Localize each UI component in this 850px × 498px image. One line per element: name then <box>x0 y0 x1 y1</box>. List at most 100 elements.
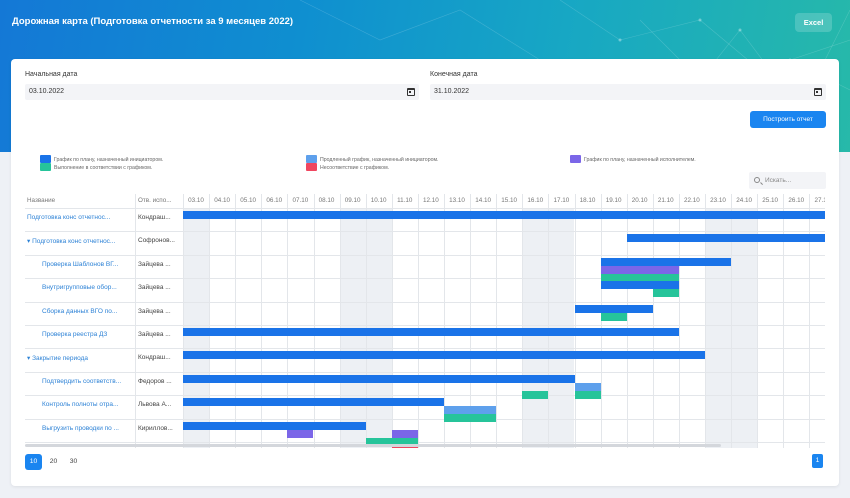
page-size-20[interactable]: 20 <box>49 458 58 465</box>
task-name[interactable]: Подтвердить соответств... <box>42 377 122 385</box>
gantt-bar[interactable] <box>626 234 825 243</box>
gantt-bar[interactable] <box>183 421 366 430</box>
gantt-bar[interactable] <box>444 414 497 423</box>
date-header: 09.10 <box>344 197 361 204</box>
date-header: 23.10 <box>710 197 726 204</box>
column-divider <box>365 194 367 448</box>
column-divider <box>600 194 602 448</box>
gantt-bar[interactable] <box>183 211 825 219</box>
date-header: 18.10 <box>579 197 596 204</box>
horizontal-scrollbar[interactable] <box>25 444 721 447</box>
legend-label: График по плану, назначенный инициатором… <box>54 157 164 163</box>
legend-label: Несоответствие с графиком. <box>320 165 390 171</box>
column-divider <box>470 194 472 448</box>
date-header: 06.10 <box>266 197 283 204</box>
page-size-30[interactable]: 30 <box>69 458 78 465</box>
task-name[interactable]: Сборка данных ВГО по... <box>42 307 118 315</box>
gantt-bar[interactable] <box>574 304 653 313</box>
column-divider <box>705 194 706 448</box>
column-divider <box>287 194 289 448</box>
task-owner: Зайцева ... <box>138 331 171 338</box>
gantt-bar[interactable] <box>600 257 732 266</box>
task-owner: Кондраш... <box>138 354 171 362</box>
gantt-bar[interactable] <box>600 273 679 282</box>
date-header: 24.10 <box>736 197 752 204</box>
column-divider <box>339 194 341 448</box>
gantt-grid: Название Отв. испо... 03.10 04.10 05.10 06.… <box>25 194 825 448</box>
task-owner: Федоров ... <box>138 377 172 385</box>
task-name[interactable]: Проверка реестра ДЗ <box>42 331 108 338</box>
gantt-bar[interactable] <box>600 265 679 274</box>
report-card: Начальная дата 03.10.2022 Конечная дата … <box>11 59 839 486</box>
gantt-bar[interactable] <box>522 390 549 399</box>
gantt-bar[interactable] <box>365 437 418 446</box>
start-date-label: Начальная дата <box>25 71 78 78</box>
legend-label: Продленный график, назначенный инициатор… <box>320 157 439 163</box>
page-title: Дорожная карта (Подготовка отчетности за… <box>12 16 294 27</box>
task-name[interactable]: Подготовка конс отчетнос... <box>27 214 111 221</box>
task-owner: Кириллов... <box>138 424 173 432</box>
task-name[interactable]: ▾ Закрытие периода <box>27 355 89 363</box>
task-name[interactable]: Выгрузить проводки по ... <box>42 424 119 432</box>
calendar-icon[interactable] <box>407 88 415 96</box>
column-header-owner[interactable]: Отв. испо... <box>138 197 172 204</box>
row-divider <box>25 278 825 280</box>
legend-label: Выполнение в соответствии с графиком. <box>54 165 153 171</box>
excel-export-button[interactable]: Excel <box>795 13 832 32</box>
task-name[interactable]: Проверка Шаблонов ВГ... <box>42 260 119 268</box>
column-divider <box>757 194 759 448</box>
gantt-bar[interactable] <box>183 351 705 360</box>
column-divider <box>496 194 498 448</box>
gantt-bar[interactable] <box>652 289 679 298</box>
date-header: 17.10 <box>553 197 570 204</box>
date-header: 16.10 <box>527 197 544 204</box>
gantt-bar[interactable] <box>600 312 627 321</box>
end-date-label: Конечная дата <box>430 71 478 78</box>
date-header: 14.10 <box>475 197 491 204</box>
column-header-name[interactable]: Название <box>27 197 56 204</box>
legend-label: График по плану, назначенный исполнителе… <box>584 157 696 163</box>
date-header: 12.10 <box>423 197 439 204</box>
gantt-bar[interactable] <box>444 406 497 415</box>
date-header: 13.10 <box>449 197 465 204</box>
start-date-input[interactable]: 03.10.2022 <box>25 84 419 100</box>
row-divider <box>25 371 825 373</box>
legend-swatch-mismatch <box>306 163 317 171</box>
row-divider <box>25 231 825 233</box>
date-header: 07.10 <box>292 197 309 204</box>
search-input[interactable]: Искать... <box>749 172 826 189</box>
gantt-bar[interactable] <box>574 382 601 391</box>
legend-swatch-plan-initiator <box>40 155 51 163</box>
date-header: 22.10 <box>684 197 700 204</box>
task-owner: Зайцева ... <box>138 307 171 315</box>
build-report-button[interactable]: Построить отчет <box>750 111 826 128</box>
column-divider <box>548 194 550 448</box>
gantt-bar[interactable] <box>287 429 314 438</box>
date-header: 08.10 <box>318 197 335 204</box>
page-number-button[interactable]: 1 <box>812 454 823 468</box>
gantt-bar[interactable] <box>391 429 418 438</box>
gantt-bar[interactable] <box>574 390 601 399</box>
column-divider <box>444 194 445 448</box>
date-header: 11.10 <box>397 197 413 204</box>
calendar-icon[interactable] <box>814 88 822 96</box>
page-size-10[interactable]: 10 <box>25 454 42 470</box>
date-header: 10.10 <box>370 197 387 204</box>
search-icon <box>754 177 760 183</box>
column-divider <box>522 194 524 448</box>
row-divider <box>25 325 825 326</box>
gantt-bar[interactable] <box>183 398 444 407</box>
end-date-input[interactable]: 31.10.2022 <box>430 84 826 100</box>
task-name[interactable]: ▾ Подготовка конс отчетнос... <box>27 238 116 246</box>
column-divider <box>209 194 211 448</box>
weekend-column <box>705 208 732 448</box>
gantt-bar[interactable] <box>600 281 679 290</box>
task-name[interactable]: Внутригрупповые обор... <box>42 284 117 292</box>
weekend-column <box>731 208 758 448</box>
gantt-bar[interactable] <box>183 374 575 383</box>
task-owner: Кондраш... <box>138 214 171 221</box>
gantt-bar[interactable] <box>183 328 679 336</box>
task-name[interactable]: Контроль полноты отра... <box>42 401 119 409</box>
date-header: 03.10 <box>188 197 204 204</box>
task-owner: Зайцева ... <box>138 260 171 268</box>
